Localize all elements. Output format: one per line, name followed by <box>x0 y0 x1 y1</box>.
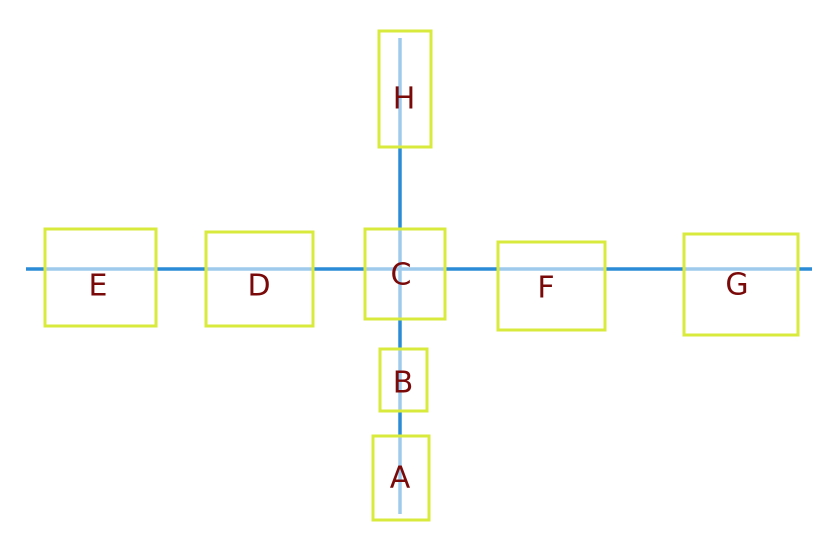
node-b[interactable]: B <box>378 347 429 413</box>
node-f[interactable]: F <box>496 240 607 332</box>
node-a-box <box>371 434 431 522</box>
node-g[interactable]: G <box>682 232 800 337</box>
node-d[interactable]: D <box>204 230 315 328</box>
node-f-label: F <box>537 271 554 306</box>
node-g-label: G <box>725 268 748 303</box>
node-c-label: C <box>391 258 412 293</box>
node-f-box <box>496 240 607 332</box>
node-e[interactable]: E <box>43 227 158 328</box>
node-b-box <box>378 347 429 413</box>
node-e-box <box>43 227 158 328</box>
node-c-box <box>363 227 447 321</box>
node-d-box <box>204 230 315 328</box>
node-g-box <box>682 232 800 337</box>
node-h[interactable]: H <box>377 29 433 149</box>
node-b-label: B <box>393 366 414 401</box>
node-a[interactable]: A <box>371 434 431 522</box>
node-c[interactable]: C <box>363 227 447 321</box>
node-e-label: E <box>89 269 108 304</box>
node-h-label: H <box>393 82 416 117</box>
node-d-label: D <box>247 269 270 304</box>
node-h-box <box>377 29 433 149</box>
node-a-label: A <box>390 461 411 496</box>
